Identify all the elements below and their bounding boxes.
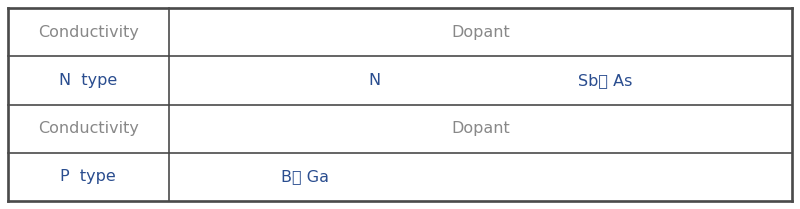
Text: Conductivity: Conductivity	[38, 25, 138, 40]
Text: Sb， As: Sb， As	[578, 73, 632, 88]
Text: N  type: N type	[59, 73, 118, 88]
Text: N: N	[368, 73, 381, 88]
Text: B， Ga: B， Ga	[281, 169, 329, 184]
Text: Conductivity: Conductivity	[38, 121, 138, 136]
Text: Dopant: Dopant	[451, 25, 510, 40]
Text: Dopant: Dopant	[451, 121, 510, 136]
Text: P  type: P type	[61, 169, 116, 184]
